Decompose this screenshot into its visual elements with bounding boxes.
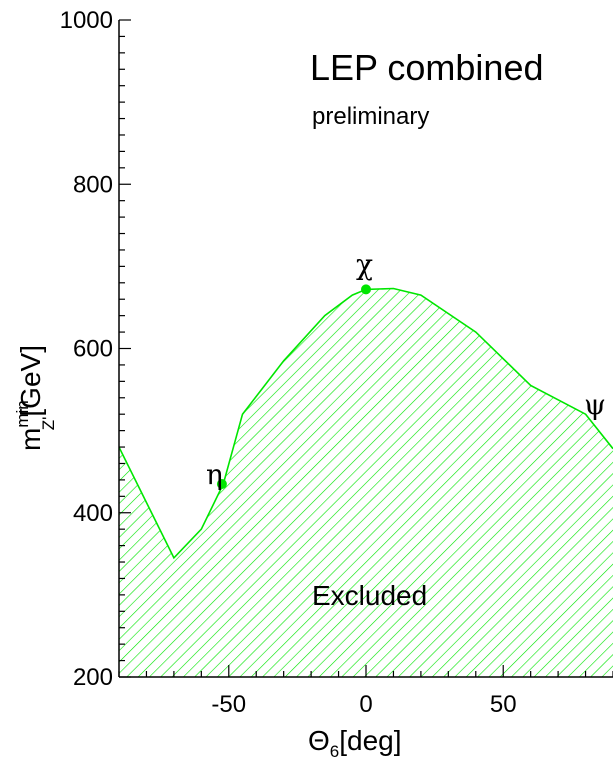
y-axis-superscript: min [13,400,32,427]
x-axis-unit: [deg] [339,725,401,756]
y-tick-label: 400 [73,500,113,527]
y-tick-label: 600 [73,336,113,363]
model-marker [361,284,371,295]
chart-title: LEP combined [310,47,544,88]
x-axis-title: Θ6[deg] [308,725,402,761]
y-tick-label: 200 [73,664,113,691]
model-label-eta: η [206,458,223,491]
chart-subtitle: preliminary [312,103,429,130]
excluded-region [119,288,613,677]
x-tick-label: -50 [211,691,246,718]
x-tick-label: 50 [490,691,517,718]
x-tick-label: 0 [359,691,372,718]
model-marker [216,479,227,490]
y-axis-subscript: Z' [39,417,58,431]
exclusion-boundary-line [119,287,613,560]
model-label-psi: ψ [584,388,606,421]
y-tick-label: 800 [73,171,113,198]
x-axis-symbol: Θ [308,725,330,756]
y-tick-label: 1000 [60,7,113,34]
y-axis-title: mmin Z'[GeV] [13,345,58,451]
x-axis-subscript: 6 [330,742,339,761]
model-markers [216,284,371,490]
y-axis-symbol: m [15,428,46,451]
ticks: 200 400 600 800 1000 -50 0 50 [60,7,613,718]
model-label-chi: χ [356,248,373,281]
y-axis-unit: [GeV] [15,345,46,417]
excluded-label: Excluded [312,580,427,611]
plot-area [119,287,613,677]
